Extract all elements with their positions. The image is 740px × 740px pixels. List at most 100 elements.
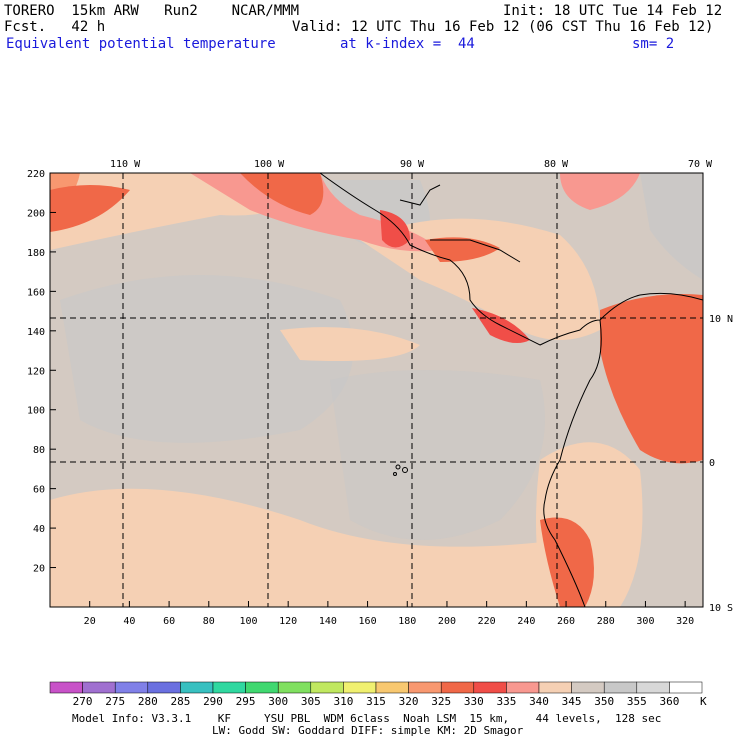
galapagos-island	[402, 467, 408, 473]
y-tick-label: 80	[33, 445, 45, 456]
x-tick-label: 240	[517, 616, 535, 627]
lat-label-10s: 10 S	[709, 603, 733, 614]
y-tick-label: 100	[27, 406, 45, 417]
x-tick-label: 180	[398, 616, 416, 627]
init-time-label: Init: 18 UTC Tue 14 Feb 12	[503, 3, 723, 19]
colorbar-label: 275	[105, 695, 125, 708]
red-colombia	[600, 294, 703, 464]
grey-patch	[60, 275, 354, 443]
x-tick-label: 120	[279, 616, 297, 627]
red-peru	[540, 517, 594, 607]
colorbar-swatch	[114, 681, 149, 694]
colorbar-label: 350	[594, 695, 614, 708]
colorbar-label: 345	[562, 695, 582, 708]
smoothing-label: sm= 2	[632, 36, 675, 52]
salmon-caribbean	[560, 173, 640, 210]
colorbar-label: 300	[268, 695, 288, 708]
colorbar: 270 275 280 285 290 295 300 305 310 315 320 325 330 3…	[49, 681, 707, 708]
x-tick-label: 80	[203, 616, 215, 627]
x-tick-label: 140	[319, 616, 337, 627]
red-nw-patch	[50, 185, 130, 232]
colorbar-swatch	[147, 681, 181, 694]
forecast-hour-label: Fcst. 42 h	[4, 19, 106, 35]
x-tick-label: 260	[557, 616, 575, 627]
colorbar-label: 330	[464, 695, 484, 708]
y-tick-label: 60	[33, 485, 45, 496]
lon-label-70w: 70 W	[688, 159, 713, 170]
y-tick-label: 40	[33, 524, 45, 535]
red-patch	[380, 210, 410, 248]
map-frame	[49, 172, 704, 608]
y-tick-label: 140	[27, 327, 45, 338]
y-tick-label: 160	[27, 287, 45, 298]
salmon-band	[190, 173, 440, 252]
colorbar-label: 290	[203, 695, 223, 708]
coastline-caribbean	[430, 239, 521, 263]
lon-label-80w: 80 W	[544, 159, 569, 170]
colorbar-label: 360	[659, 695, 679, 708]
galapagos-island	[393, 472, 397, 476]
colorbar-swatch	[473, 681, 507, 694]
y-tick-label: 200	[27, 208, 45, 219]
grey-patch	[330, 370, 545, 540]
x-tick-label: 320	[676, 616, 694, 627]
colorbar-swatch	[343, 681, 377, 694]
colorbar-label: 310	[333, 695, 353, 708]
colorbar-swatch	[571, 681, 605, 694]
colorbar-label: 320	[399, 695, 419, 708]
graticule	[50, 173, 703, 607]
model-info-line: Model Info: V3.3.1 KF YSU PBL WDM 6class…	[72, 712, 662, 725]
coastlines	[319, 173, 703, 607]
field-name-label: Equivalent potential temperature	[6, 36, 276, 52]
y-tick-label: 20	[33, 564, 45, 575]
lon-label-90w: 90 W	[400, 159, 425, 170]
physics-info-line: LW: Godd SW: Goddard DIFF: simple KM: 2D…	[212, 724, 524, 737]
theta-e-field	[50, 173, 703, 607]
coastline-pacific	[319, 173, 703, 346]
y-tick-label: 220	[27, 169, 45, 180]
lat-label-10n: 10 N	[709, 314, 733, 325]
colorbar-swatch	[440, 681, 475, 694]
colorbar-label: 355	[627, 695, 647, 708]
colorbar-swatch	[277, 681, 312, 694]
model-run-label: TORERO 15km ARW Run2 NCAR/MMM	[4, 3, 300, 19]
colorbar-label: 280	[138, 695, 158, 708]
colorbar-swatch	[636, 681, 670, 694]
colorbar-label: 335	[496, 695, 516, 708]
colorbar-swatch	[506, 681, 540, 694]
valid-time-label: Valid: 12 UTC Thu 16 Feb 12 (06 CST Thu …	[292, 19, 714, 35]
peach-streak	[280, 327, 420, 361]
colorbar-swatch	[245, 681, 279, 694]
x-tick-label: 160	[359, 616, 377, 627]
x-tick-group: 20 40 60 80 100 120 140 160 180 200 220 240 260 280 30…	[84, 601, 694, 627]
colorbar-label: 295	[236, 695, 256, 708]
galapagos-island	[395, 464, 401, 470]
grey-patch	[640, 173, 703, 280]
colorbar-swatch	[603, 681, 638, 694]
x-tick-label: 280	[597, 616, 615, 627]
x-tick-label: 20	[84, 616, 96, 627]
colorbar-unit: K	[700, 695, 707, 708]
peach-band-south	[50, 488, 560, 607]
colorbar-swatch	[82, 681, 116, 694]
y-tick-label: 180	[27, 248, 45, 259]
colorbar-swatch	[375, 681, 409, 694]
x-tick-label: 300	[636, 616, 654, 627]
colorbar-swatch	[408, 681, 442, 694]
coastline-south-america	[543, 319, 602, 607]
lon-label-110w: 110 W	[110, 159, 141, 170]
colorbar-swatch	[212, 681, 246, 694]
colorbar-swatch	[669, 681, 703, 694]
coastline-yucatan	[399, 184, 441, 206]
x-tick-label: 60	[163, 616, 175, 627]
x-tick-label: 200	[438, 616, 456, 627]
colorbar-swatch	[310, 681, 344, 694]
y-tick-group: 20 40 60 80 100 120 140 160 180 200 220	[27, 169, 56, 575]
colorbar-label: 305	[301, 695, 321, 708]
y-tick-label: 120	[27, 366, 45, 377]
red-patch	[240, 173, 324, 215]
colorbar-label: 270	[73, 695, 93, 708]
colorbar-label: 325	[431, 695, 451, 708]
colorbar-swatch	[49, 681, 83, 694]
